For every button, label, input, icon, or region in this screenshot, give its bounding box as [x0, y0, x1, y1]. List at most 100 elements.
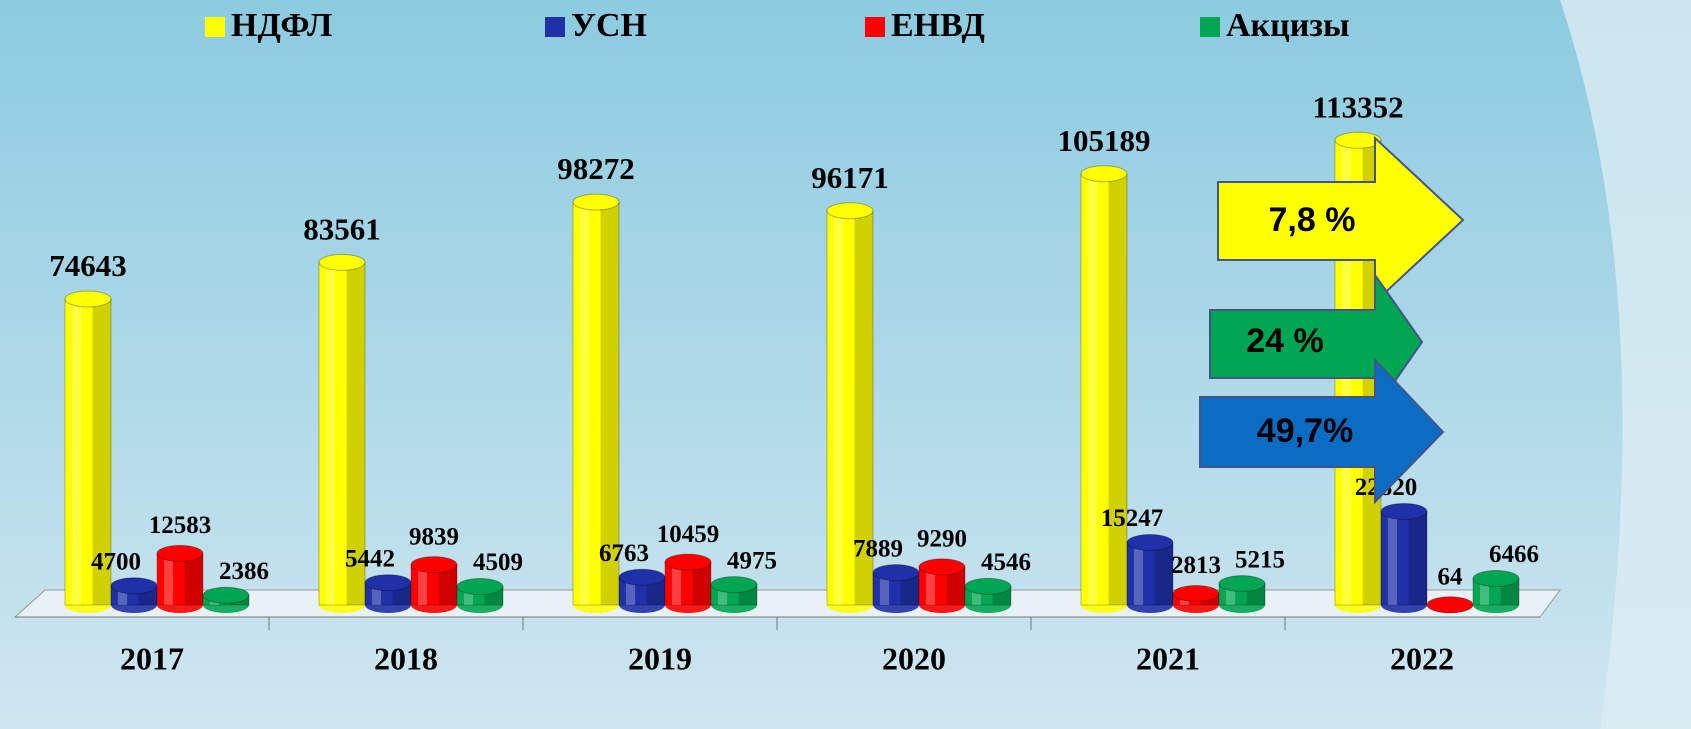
- bar: [64, 298, 112, 606]
- bar-shine: [1087, 173, 1098, 605]
- bar-shade: [1108, 173, 1127, 605]
- bar-top: [1080, 165, 1128, 183]
- data-label: 98272: [557, 151, 635, 186]
- data-label: 15247: [1101, 505, 1164, 532]
- data-label: 5215: [1235, 546, 1285, 573]
- bar-top: [872, 564, 920, 582]
- bar-shade: [692, 562, 711, 605]
- data-label: 4975: [727, 547, 777, 574]
- bar-shine: [879, 572, 890, 605]
- bar-shade: [900, 572, 919, 605]
- data-label: 4700: [91, 548, 141, 575]
- bar-top: [1472, 569, 1520, 587]
- arrow: [1199, 357, 1445, 505]
- bar-shade: [438, 564, 457, 605]
- bar: [1080, 173, 1128, 606]
- x-tick-label: 2021: [1136, 640, 1200, 676]
- data-label: 2386: [219, 558, 269, 585]
- legend-swatch: [205, 17, 225, 37]
- bar-top: [664, 553, 712, 571]
- decor-curve: [1560, 0, 1691, 729]
- data-label: 105189: [1058, 123, 1151, 158]
- bar-top: [1380, 502, 1428, 520]
- bar: [156, 552, 204, 606]
- x-tick-label: 2018: [374, 640, 438, 676]
- data-label: 2813: [1171, 552, 1221, 579]
- bar-shade: [946, 566, 965, 605]
- bar-shade: [346, 262, 365, 605]
- bar-top: [1126, 533, 1174, 551]
- data-label: 83561: [303, 212, 381, 247]
- bar-shine: [671, 562, 682, 605]
- bar-top: [202, 586, 250, 604]
- bar-shine: [417, 564, 428, 605]
- data-label: 9839: [409, 523, 459, 550]
- bar-shade: [600, 202, 619, 606]
- bar-shine: [371, 582, 382, 605]
- data-label: 96171: [811, 160, 889, 195]
- data-label: 6763: [599, 540, 649, 567]
- legend-label: УСН: [571, 7, 647, 44]
- bar-top: [64, 290, 112, 308]
- legend-swatch: [1200, 17, 1220, 37]
- data-label: 6466: [1489, 541, 1539, 568]
- data-label: 5442: [345, 545, 395, 572]
- legend-label: ЕНВД: [891, 7, 985, 44]
- bar-top: [826, 202, 874, 220]
- x-tick-label: 2022: [1390, 640, 1454, 676]
- bar-shine: [1479, 578, 1490, 605]
- legend-swatch: [865, 17, 885, 37]
- bar-top: [318, 253, 366, 271]
- bar: [318, 261, 366, 606]
- data-label: 10459: [657, 521, 720, 548]
- bar-shade: [92, 298, 111, 605]
- bar: [572, 201, 620, 606]
- bar-shine: [925, 566, 936, 605]
- bar-shine: [463, 586, 474, 605]
- bar-shine: [833, 210, 844, 605]
- bar-top: [1334, 131, 1382, 149]
- bar: [1126, 541, 1174, 606]
- bar-shine: [1133, 542, 1144, 605]
- bar-top: [364, 574, 412, 592]
- bar-shine: [717, 584, 728, 605]
- x-tick-label: 2017: [120, 640, 184, 676]
- data-label: 4546: [981, 549, 1031, 576]
- bar-top: [456, 578, 504, 596]
- data-label: 113352: [1312, 89, 1403, 124]
- annotation: 24 %: [1246, 322, 1324, 360]
- bar-top: [964, 577, 1012, 595]
- bar-top: [110, 577, 158, 595]
- data-label: 4509: [473, 549, 523, 576]
- annotation: 7,8 %: [1269, 201, 1356, 239]
- bar-shine: [625, 577, 636, 605]
- bar-shine: [325, 262, 336, 605]
- bar-top: [1172, 584, 1220, 602]
- bar-shade: [184, 553, 203, 605]
- bar-shine: [117, 585, 128, 605]
- bar-shine: [579, 202, 590, 606]
- bar-top: [572, 193, 620, 211]
- data-label: 7889: [853, 535, 903, 562]
- legend-label: Акцизы: [1226, 7, 1350, 44]
- bar-shine: [1225, 583, 1236, 605]
- x-tick-label: 2020: [882, 640, 946, 676]
- bar: [826, 210, 874, 606]
- x-tick-label: 2019: [628, 640, 692, 676]
- bar-top: [618, 568, 666, 586]
- bar-shine: [163, 553, 174, 605]
- bar-top: [1426, 596, 1474, 614]
- data-label: 9290: [917, 526, 967, 553]
- bar-shine: [971, 586, 982, 605]
- bar-top: [918, 558, 966, 576]
- arrow: [1217, 135, 1465, 305]
- data-label: 12583: [149, 512, 212, 539]
- annotations: 7,8 % 24 % 49,7%: [1199, 135, 1465, 505]
- bar-top: [410, 556, 458, 574]
- bar-top: [710, 576, 758, 594]
- bar-shade: [854, 210, 873, 605]
- bar: [1380, 510, 1428, 606]
- bar-shade: [1154, 542, 1173, 605]
- arrow: [1209, 271, 1424, 414]
